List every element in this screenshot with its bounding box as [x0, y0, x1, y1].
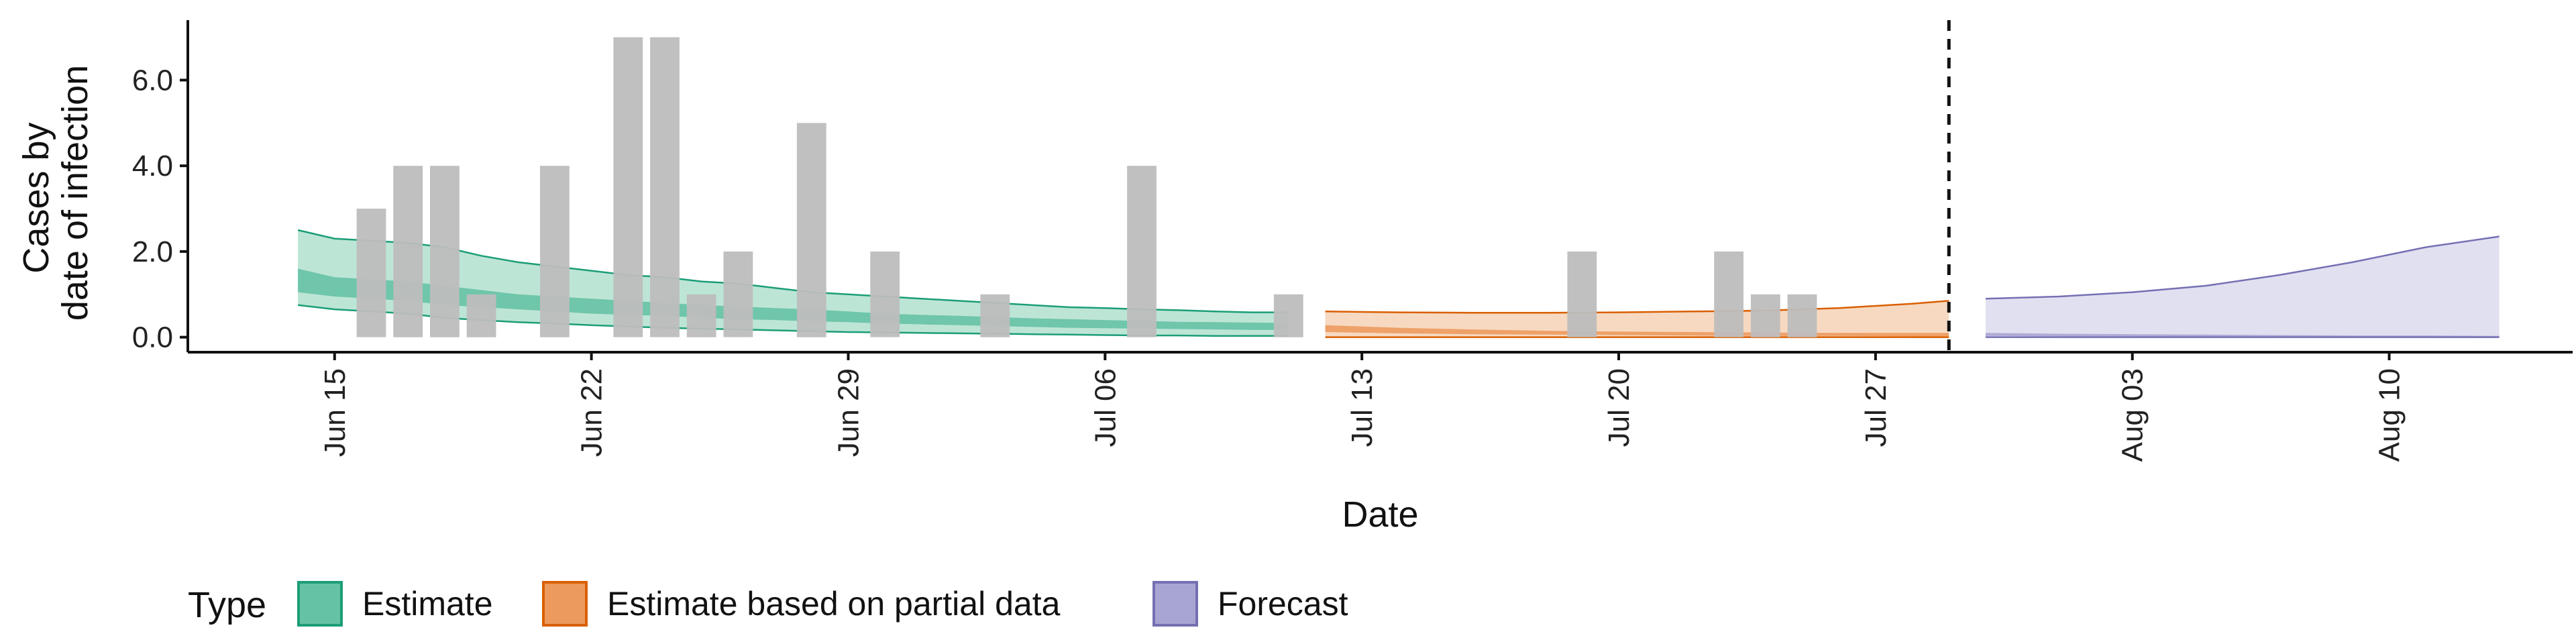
x-axis-title: Date [1342, 494, 1418, 535]
band-upper-edge-series-2 [1985, 235, 2500, 300]
legend-label-0: Estimate [362, 585, 493, 623]
case-bar-1 [393, 166, 423, 337]
y-tick-label-3: 6.0 [132, 64, 173, 97]
case-bar-9 [723, 251, 753, 337]
case-bar-16 [1714, 251, 1743, 337]
x-axis-ticks: Jun 15 Jun 22 Jun 29 Jul 06 Jul 13 Jul 20 Jul … [319, 352, 2406, 462]
y-axis-title: Cases by date of infection [16, 65, 95, 321]
case-bar-7 [650, 37, 680, 337]
observed-case-bars [356, 37, 1817, 337]
x-tick-label-5: Jul 20 [1603, 368, 1635, 447]
legend-label-2: Forecast [1218, 585, 1348, 623]
legend-label-1: Estimate based on partial data [607, 585, 1061, 623]
case-bar-2 [430, 166, 460, 337]
legend-swatch-1 [542, 581, 588, 627]
y-axis-ticks: 0.0 2.0 4.0 6.0 [132, 64, 188, 354]
axes [186, 20, 2573, 354]
legend: Type Estimate Estimate based on partial d… [188, 581, 1348, 627]
legend-swatch-0 [297, 581, 343, 627]
y-tick-label-2: 4.0 [132, 150, 173, 182]
case-bar-4 [540, 166, 570, 337]
case-bar-13 [1127, 166, 1157, 337]
x-tick-label-6: Jul 27 [1860, 368, 1892, 447]
legend-title: Type [188, 585, 266, 625]
y-axis-title-line-1: Cases by [16, 122, 56, 273]
case-bar-11 [870, 251, 900, 337]
band-lower-edge-series-0 [297, 304, 1289, 337]
case-bar-17 [1750, 294, 1780, 337]
case-bar-14 [1273, 294, 1303, 337]
case-bar-3 [466, 294, 496, 337]
band-90-series-2 [1985, 236, 2500, 337]
band-50-series-2 [1985, 333, 2500, 337]
x-tick-label-3: Jul 06 [1089, 368, 1122, 447]
x-tick-label-2: Jun 29 [832, 368, 865, 457]
band-upper-edge-series-1 [1325, 300, 1949, 314]
legend-swatch-2 [1152, 581, 1198, 627]
case-bar-0 [356, 209, 386, 337]
x-tick-label-0: Jun 15 [319, 368, 352, 457]
x-tick-label-1: Jun 22 [576, 368, 608, 457]
y-tick-label-0: 0.0 [132, 321, 173, 354]
case-bar-10 [796, 123, 826, 337]
case-bar-18 [1787, 294, 1817, 337]
case-bar-15 [1567, 251, 1597, 337]
case-bar-6 [613, 37, 643, 337]
x-tick-label-8: Aug 10 [2373, 368, 2406, 462]
x-tick-label-7: Aug 03 [2116, 368, 2149, 462]
case-bar-12 [980, 294, 1010, 337]
case-bar-8 [686, 294, 716, 337]
x-tick-label-4: Jul 13 [1346, 368, 1379, 447]
band-upper-edge-series-0 [297, 229, 1289, 313]
y-axis-title-line-2: date of infection [55, 65, 95, 321]
y-tick-label-1: 2.0 [132, 235, 173, 268]
